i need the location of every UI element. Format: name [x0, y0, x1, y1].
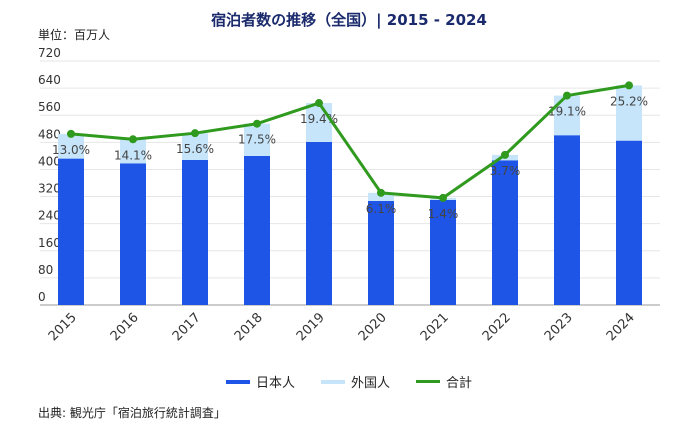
- legend-item-total: 合計: [416, 372, 472, 391]
- total-point: [501, 150, 509, 159]
- x-tick-label: 2020: [356, 310, 390, 344]
- bar-japanese: [120, 163, 146, 305]
- total-point: [253, 119, 261, 128]
- data-label: 25.2%: [610, 94, 648, 108]
- legend-swatch: [225, 379, 250, 384]
- bar-foreign: [616, 85, 642, 141]
- bar-foreign: [120, 139, 146, 164]
- data-label: 15.6%: [176, 142, 214, 156]
- unit-label: 単位：百万人: [38, 28, 111, 42]
- bars: [58, 85, 642, 305]
- legend-label: 合計: [446, 376, 473, 391]
- legend-label: 日本人: [255, 376, 295, 391]
- data-label: 1.4%: [428, 207, 459, 221]
- x-tick-labels: 2015 2016 2017 2018 2019 2020 2021 2022 2023 2024: [46, 310, 638, 344]
- bar-foreign: [244, 123, 270, 156]
- x-tick-label: 2017: [170, 310, 204, 344]
- total-point: [191, 129, 199, 138]
- y-tick-labels: 0 80 160 240 320 400 480 560 640 720: [38, 46, 61, 304]
- legend-swatch: [320, 379, 345, 384]
- bar-japanese: [368, 200, 394, 305]
- bar-japanese: [554, 135, 580, 305]
- x-tick-label: 2016: [108, 310, 142, 344]
- y-tick-label: 240: [38, 209, 61, 223]
- data-label: 17.5%: [238, 133, 276, 147]
- y-tick-label: 320: [38, 182, 61, 196]
- x-tick-label: 2023: [542, 310, 576, 344]
- y-tick-label: 720: [38, 46, 61, 60]
- bar-japanese: [616, 140, 642, 305]
- legend-swatch: [416, 380, 440, 383]
- x-tick-label: 2019: [294, 310, 328, 344]
- y-tick-label: 480: [38, 127, 61, 141]
- bar-foreign: [368, 192, 394, 201]
- x-tick-label: 2024: [604, 310, 638, 344]
- data-label: 14.1%: [114, 148, 152, 162]
- legend-label: 外国人: [350, 376, 390, 391]
- bar-japanese: [492, 160, 518, 305]
- bar-foreign: [58, 133, 84, 159]
- chart-title: 宿泊者数の推移（全国）| 2015 - 2024: [211, 11, 487, 29]
- total-point: [377, 188, 385, 197]
- y-tick-label: 560: [38, 100, 61, 114]
- total-line: [67, 81, 633, 202]
- y-tick-label: 80: [38, 263, 53, 277]
- bar-japanese: [306, 141, 332, 305]
- data-label: 19.1%: [548, 105, 586, 119]
- total-point: [315, 99, 323, 108]
- total-point: [67, 129, 75, 138]
- bar-japanese: [430, 199, 456, 305]
- x-tick-label: 2015: [46, 310, 80, 344]
- y-tick-label: 160: [38, 236, 61, 250]
- total-point: [625, 81, 633, 90]
- data-label: 3.7%: [490, 164, 521, 178]
- x-tick-label: 2018: [232, 310, 266, 344]
- y-tick-label: 0: [38, 290, 46, 304]
- bar-foreign: [306, 103, 332, 142]
- bar-foreign: [182, 133, 208, 160]
- y-tick-label: 640: [38, 73, 61, 87]
- x-tick-label: 2021: [418, 310, 452, 344]
- bar-japanese: [244, 155, 270, 305]
- y-tick-label: 400: [38, 154, 61, 168]
- bar-japanese: [182, 159, 208, 305]
- total-line-path: [70, 83, 630, 200]
- data-label: 13.0%: [52, 143, 90, 157]
- total-point: [439, 193, 447, 202]
- total-point: [129, 135, 137, 144]
- source-note: 出典: 観光庁「宿泊旅行統計調査」: [38, 406, 226, 420]
- legend-item-foreign: 外国人: [320, 372, 390, 391]
- legend-item-japanese: 日本人: [225, 372, 295, 391]
- total-point: [563, 91, 571, 100]
- data-label: 6.1%: [366, 202, 397, 216]
- legend: 日本人 外国人 合計: [0, 372, 698, 391]
- x-tick-label: 2022: [480, 310, 514, 344]
- bar-japanese: [58, 158, 84, 305]
